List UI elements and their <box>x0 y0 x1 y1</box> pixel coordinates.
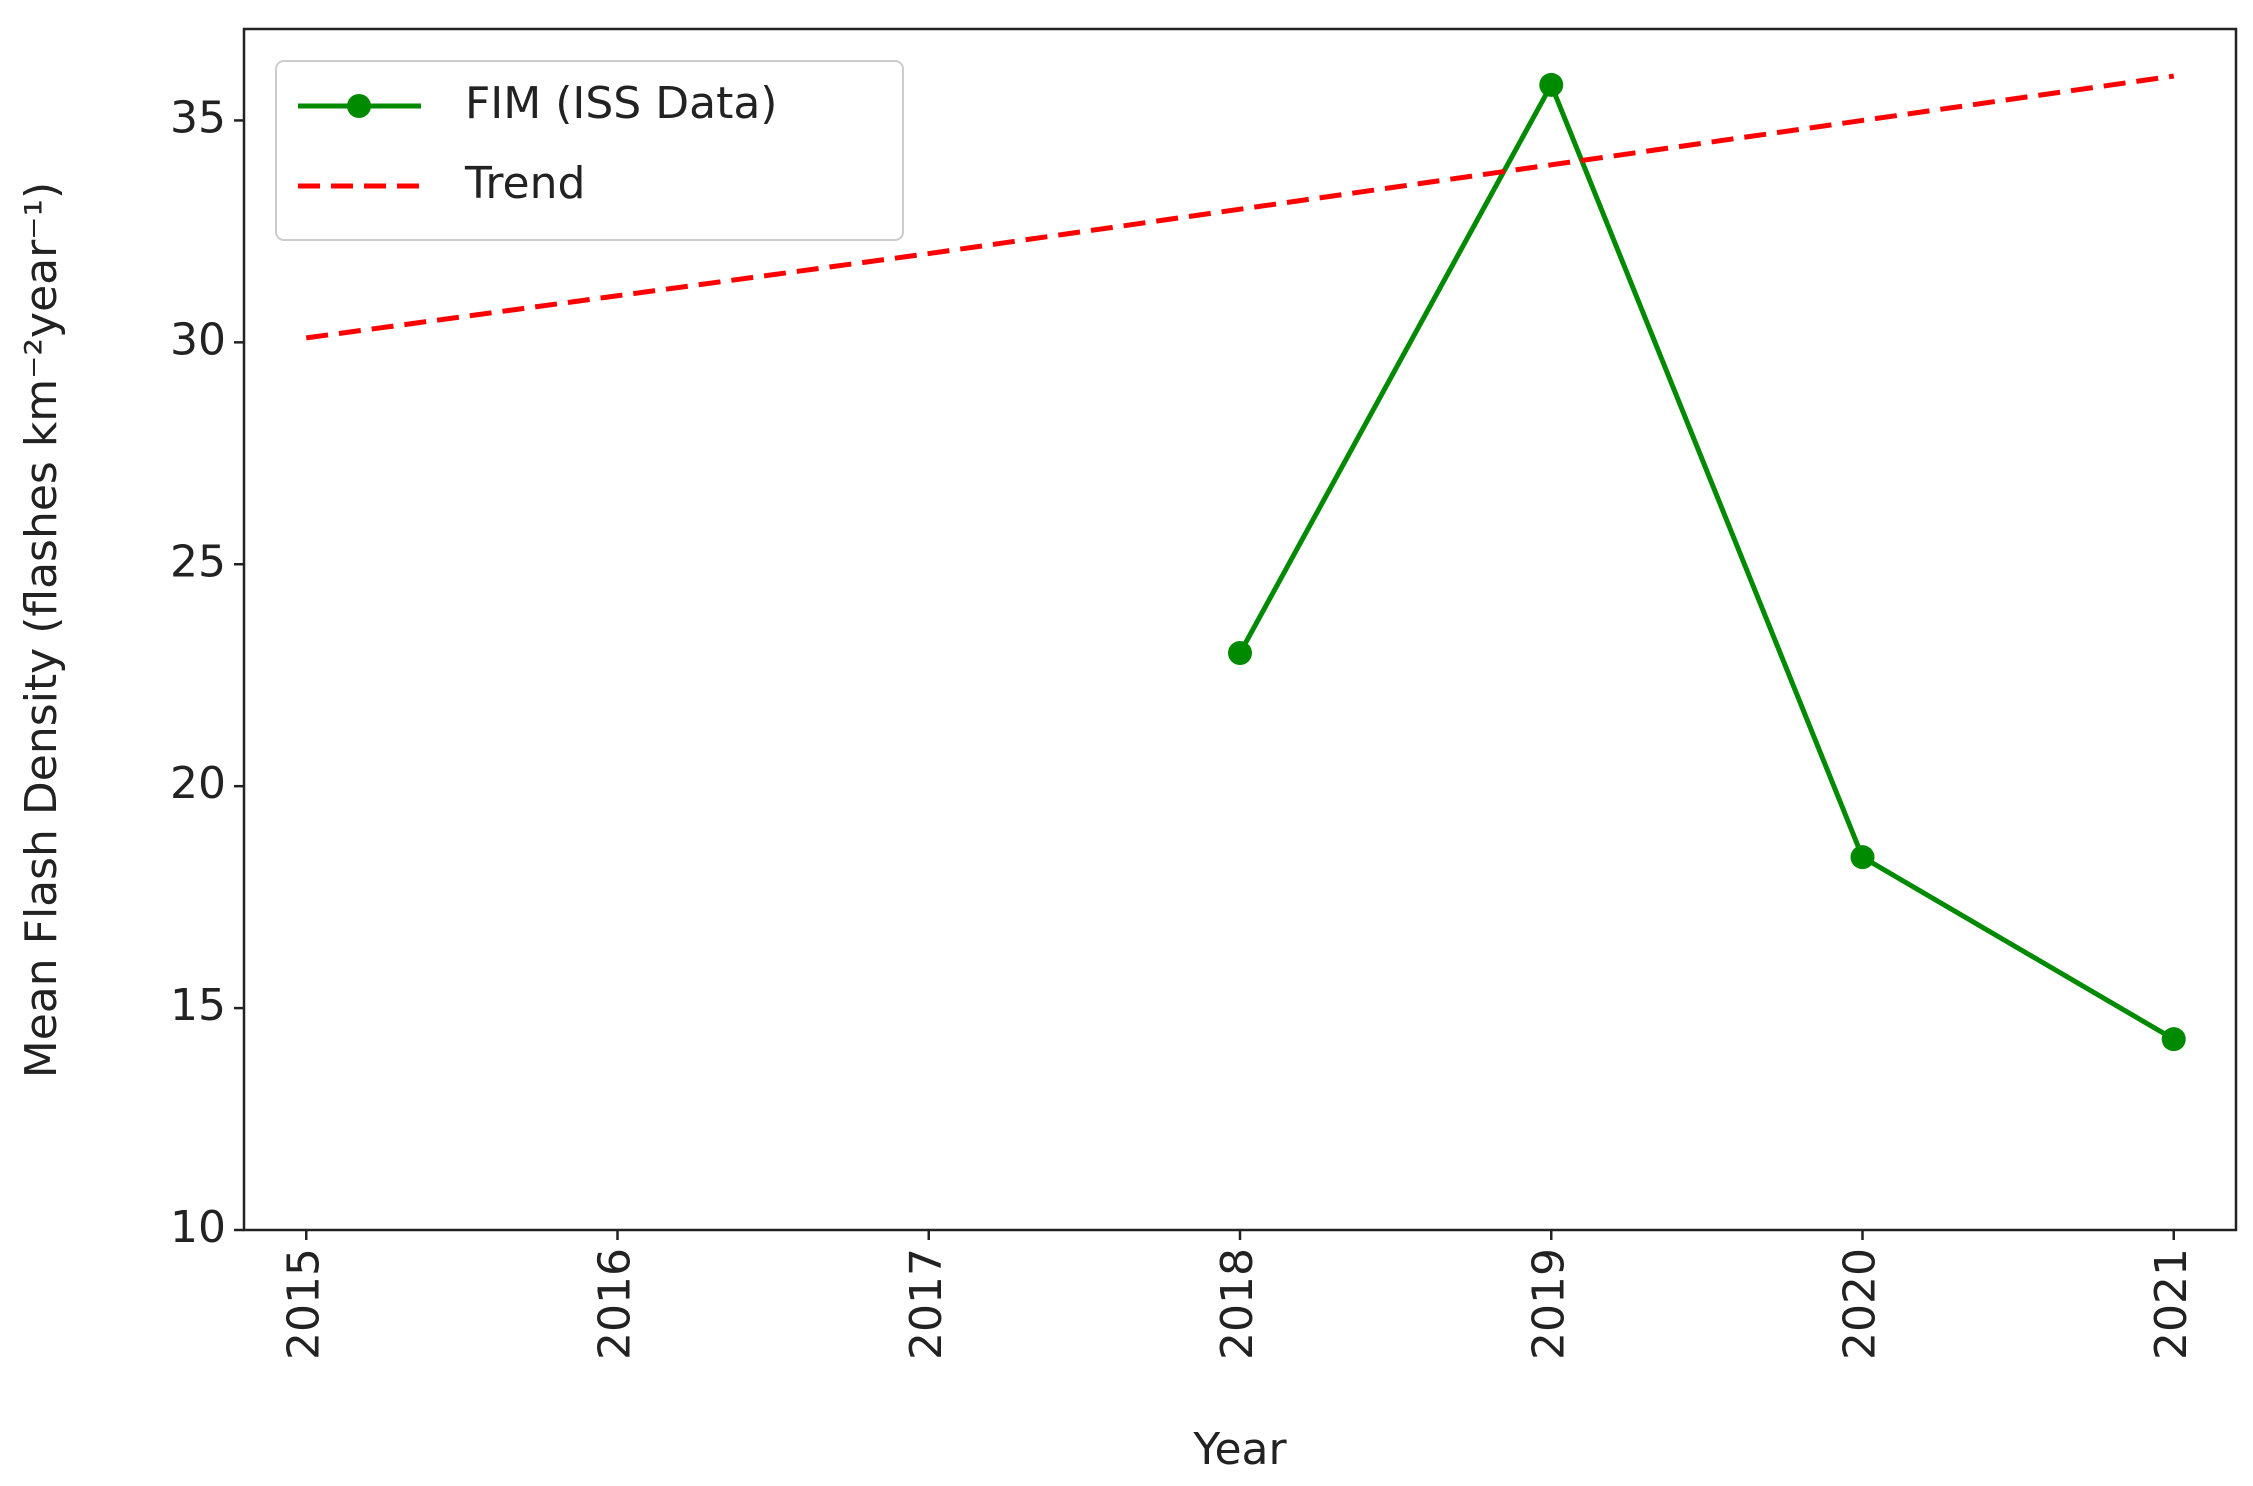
data-point <box>1228 641 1252 666</box>
series-line <box>1237 79 2176 1042</box>
x-axis-label: Year <box>1192 1424 1287 1475</box>
x-tick-label: 2020 <box>1835 1248 1886 1360</box>
legend-box <box>275 60 904 241</box>
y-axis-label: Mean Flash Density (flashes km⁻²year⁻¹) <box>16 182 67 1078</box>
x-tick-label: 2015 <box>278 1248 329 1360</box>
x-tick-label: 2016 <box>590 1248 641 1360</box>
y-tick-label: 20 <box>170 758 226 809</box>
x-tick-label: 2018 <box>1212 1248 1263 1360</box>
y-tick-label: 10 <box>170 1202 226 1253</box>
series-line <box>305 73 2175 341</box>
y-tick-label: 25 <box>170 536 226 587</box>
data-point <box>1539 72 1564 97</box>
y-tick-label: 15 <box>170 980 226 1031</box>
legend-label: FIM (ISS Data) <box>465 78 777 129</box>
y-tick-label: 35 <box>170 92 226 143</box>
data-point <box>1850 845 1875 870</box>
y-tick-label: 30 <box>170 314 226 365</box>
data-point <box>2161 1027 2186 1052</box>
legend-label: Trend <box>464 158 585 209</box>
x-tick-label: 2019 <box>1523 1248 1574 1360</box>
x-tick-label: 2021 <box>2146 1248 2197 1360</box>
x-tick-label: 2017 <box>901 1248 952 1360</box>
legend-marker <box>347 94 371 118</box>
